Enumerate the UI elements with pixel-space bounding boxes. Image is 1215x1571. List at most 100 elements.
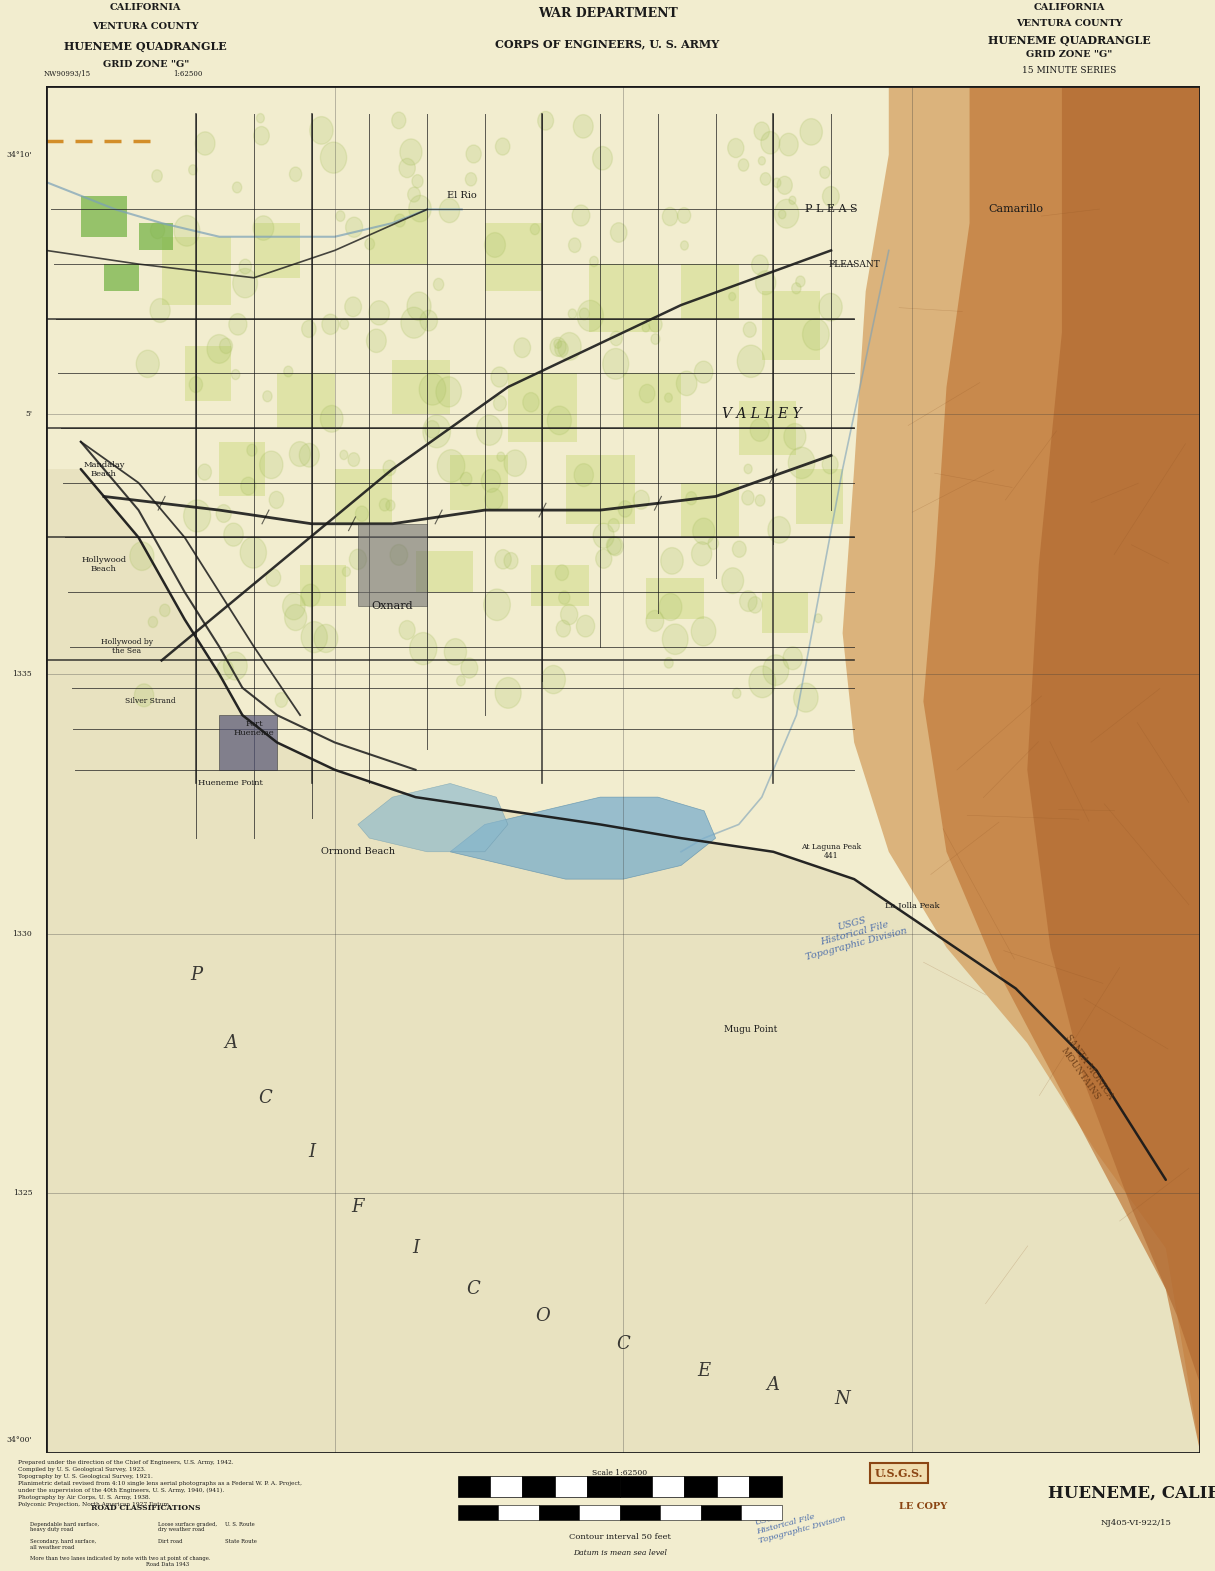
Circle shape — [514, 338, 531, 358]
Circle shape — [603, 349, 628, 379]
Circle shape — [233, 269, 258, 298]
Circle shape — [151, 222, 165, 239]
Circle shape — [383, 460, 396, 476]
Circle shape — [476, 415, 502, 445]
Circle shape — [412, 174, 423, 189]
Text: Hollywood by
the Sea: Hollywood by the Sea — [101, 638, 153, 655]
Circle shape — [803, 319, 829, 350]
Bar — [369, 209, 428, 264]
Text: Road Data 1943: Road Data 1943 — [146, 1562, 190, 1566]
Text: U. S. Route: U. S. Route — [225, 1522, 254, 1527]
Circle shape — [633, 490, 649, 509]
Text: 34°10': 34°10' — [7, 151, 33, 159]
Circle shape — [262, 391, 272, 402]
Circle shape — [542, 666, 565, 694]
Circle shape — [196, 132, 215, 156]
Circle shape — [522, 393, 539, 412]
Circle shape — [756, 270, 776, 295]
Bar — [717, 1477, 750, 1497]
Text: 1330: 1330 — [12, 930, 33, 938]
Circle shape — [254, 126, 270, 145]
Circle shape — [379, 498, 390, 511]
Circle shape — [491, 368, 508, 386]
Text: Scale 1:62500: Scale 1:62500 — [592, 1469, 648, 1477]
Bar — [741, 1505, 781, 1521]
Bar — [680, 482, 739, 537]
Circle shape — [555, 566, 569, 581]
Text: PLEASANT: PLEASANT — [829, 259, 880, 269]
Circle shape — [820, 167, 830, 179]
Bar — [587, 1477, 620, 1497]
Polygon shape — [923, 86, 1200, 1453]
Circle shape — [231, 369, 239, 380]
Text: Datum is mean sea level: Datum is mean sea level — [572, 1549, 667, 1557]
Circle shape — [823, 456, 838, 474]
Circle shape — [569, 237, 581, 253]
Circle shape — [497, 452, 505, 462]
Text: I: I — [412, 1240, 419, 1257]
Circle shape — [283, 594, 305, 621]
Circle shape — [782, 647, 802, 669]
Circle shape — [322, 314, 339, 335]
Circle shape — [649, 317, 662, 331]
Circle shape — [241, 478, 256, 495]
Circle shape — [284, 605, 306, 630]
Text: CALIFORNIA: CALIFORNIA — [1034, 3, 1104, 13]
Text: VENTURA COUNTY: VENTURA COUNTY — [92, 22, 199, 31]
Text: Ormond Beach: Ormond Beach — [321, 847, 395, 856]
Circle shape — [559, 591, 570, 605]
Circle shape — [266, 569, 281, 586]
Circle shape — [659, 594, 682, 621]
Circle shape — [823, 187, 840, 206]
Circle shape — [364, 239, 374, 250]
Polygon shape — [46, 470, 1200, 1453]
Circle shape — [608, 518, 620, 533]
Circle shape — [232, 182, 242, 193]
Circle shape — [665, 393, 672, 402]
Circle shape — [299, 443, 320, 467]
Circle shape — [465, 173, 476, 185]
Circle shape — [247, 445, 258, 456]
Circle shape — [530, 223, 539, 234]
Circle shape — [677, 371, 697, 396]
Circle shape — [729, 292, 735, 300]
Circle shape — [270, 492, 283, 509]
Circle shape — [665, 658, 673, 668]
Circle shape — [224, 652, 247, 680]
Circle shape — [149, 298, 170, 322]
Text: Dependable hard surface,
heavy duty road: Dependable hard surface, heavy duty road — [30, 1522, 100, 1532]
Polygon shape — [358, 784, 508, 851]
Circle shape — [678, 207, 690, 223]
Circle shape — [558, 333, 581, 360]
Circle shape — [148, 616, 158, 627]
Circle shape — [239, 259, 252, 273]
Circle shape — [436, 377, 462, 407]
Bar — [219, 715, 277, 770]
Bar — [565, 456, 634, 523]
Circle shape — [321, 141, 346, 173]
Circle shape — [207, 335, 231, 363]
Circle shape — [495, 550, 512, 569]
Text: HUENEME, CALIF.: HUENEME, CALIF. — [1049, 1485, 1215, 1502]
Text: Prepared under the direction of the Chief of Engineers, U.S. Army, 1942.
Compile: Prepared under the direction of the Chie… — [18, 1459, 303, 1507]
Circle shape — [606, 537, 622, 555]
Circle shape — [386, 500, 395, 511]
Circle shape — [256, 113, 265, 123]
Circle shape — [685, 492, 697, 504]
Text: Oxnard: Oxnard — [372, 600, 413, 611]
Text: WAR DEPARTMENT: WAR DEPARTMENT — [537, 6, 678, 20]
Text: P L E A S: P L E A S — [804, 204, 858, 214]
Text: El Rio: El Rio — [447, 192, 476, 200]
Text: USGS
Historical File
Topographic Division: USGS Historical File Topographic Divisio… — [753, 1497, 847, 1546]
Bar — [555, 1477, 587, 1497]
Circle shape — [216, 504, 231, 523]
Bar — [797, 470, 843, 523]
Circle shape — [761, 132, 780, 154]
Text: CORPS OF ENGINEERS, U. S. ARMY: CORPS OF ENGINEERS, U. S. ARMY — [496, 39, 719, 50]
Circle shape — [356, 506, 368, 522]
Circle shape — [569, 309, 577, 319]
Text: USGS
Historical File
Topographic Division: USGS Historical File Topographic Divisio… — [799, 906, 909, 961]
Text: Silver Strand: Silver Strand — [125, 698, 175, 705]
Circle shape — [693, 518, 714, 545]
Circle shape — [642, 324, 650, 331]
